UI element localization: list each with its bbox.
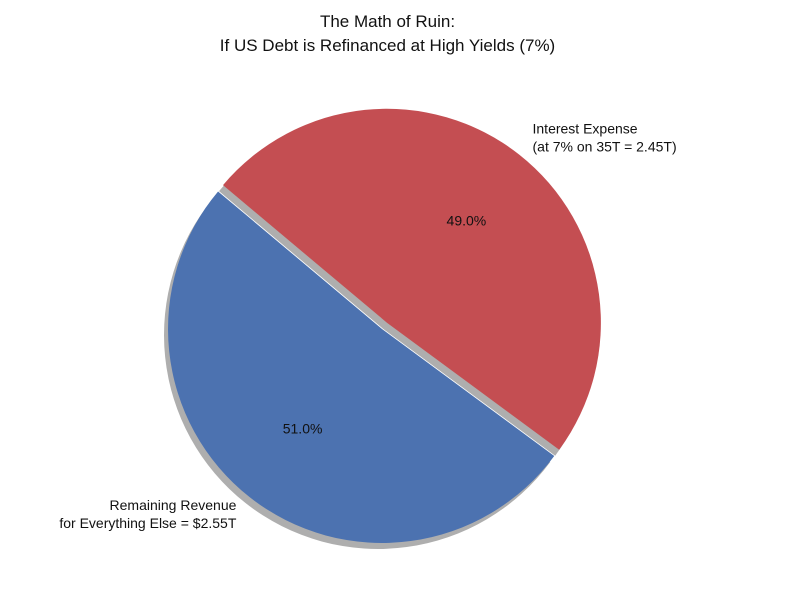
chart-title-line-2: If US Debt is Refinanced at High Yields … [219, 36, 556, 55]
percent-label-interest-expense: 49.0% [447, 213, 487, 229]
chart-title: The Math of Ruin: If US Debt is Refinanc… [0, 10, 775, 58]
percent-label-remaining-revenue: 51.0% [283, 421, 323, 437]
slice-label-interest-expense: Interest Expense (at 7% on 35T = 2.45T) [533, 121, 677, 155]
slice-label-line: for Everything Else = $2.55T [59, 515, 236, 531]
pie-slice-interest-expense [223, 108, 601, 450]
chart-title-line-1: The Math of Ruin: [319, 12, 456, 31]
slice-label-line: Interest Expense [533, 121, 638, 137]
pie-slice-remaining-revenue [168, 191, 555, 543]
slice-label-line: Remaining Revenue [110, 497, 237, 513]
slice-label-line: (at 7% on 35T = 2.45T) [533, 139, 677, 155]
slice-label-remaining-revenue: Remaining Revenue for Everything Else = $… [59, 497, 236, 531]
